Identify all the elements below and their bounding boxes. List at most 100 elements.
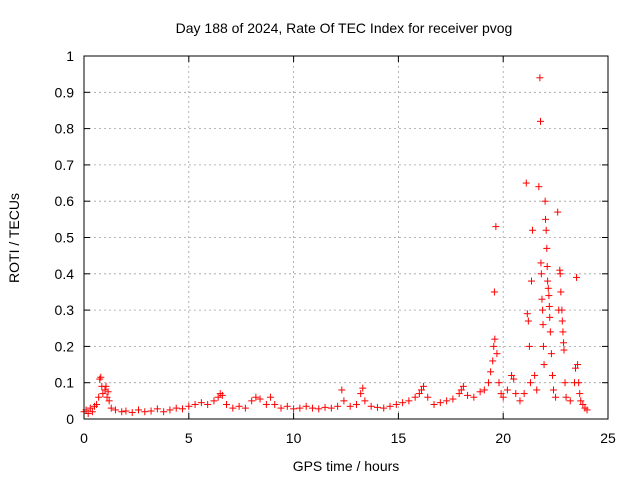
y-tick-label: 0.7 <box>55 157 75 173</box>
x-tick-label: 10 <box>286 430 302 446</box>
data-point <box>539 321 547 329</box>
data-point <box>576 390 584 398</box>
data-point <box>526 379 534 387</box>
data-point <box>492 223 500 231</box>
data-point <box>487 368 495 376</box>
data-point <box>561 379 569 387</box>
data-point <box>558 306 566 314</box>
data-point <box>352 400 360 408</box>
data-point <box>449 395 457 403</box>
data-point <box>380 404 388 412</box>
data-point <box>542 215 550 223</box>
data-point <box>536 74 544 82</box>
data-point <box>223 400 231 408</box>
data-point <box>543 263 551 271</box>
data-point <box>267 393 275 401</box>
data-point <box>529 226 537 234</box>
data-point <box>491 335 499 343</box>
y-tick-label: 0.1 <box>55 375 75 391</box>
data-point <box>101 386 109 394</box>
data-point <box>104 388 112 396</box>
data-point <box>539 342 547 350</box>
data-point <box>510 375 518 383</box>
data-point <box>550 386 558 394</box>
x-tick-label: 20 <box>495 430 511 446</box>
data-point <box>527 277 535 285</box>
data-point <box>95 393 103 401</box>
data-point <box>546 328 554 336</box>
data-point <box>545 302 553 310</box>
data-point <box>535 183 543 191</box>
data-point <box>480 386 488 394</box>
y-axis-label: ROTI / TECUs <box>6 193 22 283</box>
data-point <box>197 399 205 407</box>
data-point <box>573 273 581 281</box>
data-point <box>459 382 467 390</box>
data-point <box>541 197 549 205</box>
data-point <box>308 404 316 412</box>
data-point <box>583 406 591 414</box>
data-point <box>361 397 369 405</box>
data-point <box>214 393 222 401</box>
data-point <box>405 397 413 405</box>
data-point <box>153 405 161 413</box>
data-point <box>411 393 419 401</box>
data-point <box>544 284 552 292</box>
data-point <box>533 386 541 394</box>
data-point <box>118 408 126 416</box>
data-point <box>424 393 432 401</box>
data-point <box>579 400 587 408</box>
data-point <box>321 403 329 411</box>
data-point <box>537 270 545 278</box>
data-point <box>542 226 550 234</box>
data-point <box>367 402 375 410</box>
data-point <box>543 244 551 252</box>
y-tick-label: 0.6 <box>55 193 75 209</box>
data-point <box>490 288 498 296</box>
data-point <box>557 288 565 296</box>
y-tick-label: 0.3 <box>55 302 75 318</box>
data-point <box>373 403 381 411</box>
x-tick-label: 5 <box>185 430 193 446</box>
data-points <box>80 74 591 418</box>
data-point <box>523 310 531 318</box>
data-point <box>172 404 180 412</box>
data-point <box>546 313 554 321</box>
data-point <box>248 397 256 405</box>
data-point <box>160 408 168 416</box>
data-point <box>485 379 493 387</box>
data-point <box>218 391 226 399</box>
data-point <box>538 295 546 303</box>
data-point <box>334 402 342 410</box>
data-point <box>537 259 545 267</box>
data-point <box>455 390 463 398</box>
data-point <box>497 390 505 398</box>
chart-title: Day 188 of 2024, Rate Of TEC Index for r… <box>176 20 513 36</box>
data-point <box>166 406 174 414</box>
data-point <box>210 397 218 405</box>
data-point <box>457 386 465 394</box>
x-tick-label: 15 <box>391 430 407 446</box>
x-tick-label: 0 <box>80 430 88 446</box>
data-point <box>256 395 264 403</box>
data-point <box>241 404 249 412</box>
data-point <box>277 404 285 412</box>
data-point <box>499 393 507 401</box>
data-point <box>105 397 113 405</box>
data-point <box>520 390 528 398</box>
data-point <box>512 390 520 398</box>
data-point <box>566 397 574 405</box>
data-point <box>283 402 291 410</box>
data-point <box>559 328 567 336</box>
data-point <box>443 397 451 405</box>
data-point <box>436 399 444 407</box>
y-tick-label: 0.2 <box>55 338 75 354</box>
data-point <box>392 400 400 408</box>
data-point <box>560 339 568 347</box>
data-point <box>191 400 199 408</box>
data-point <box>495 379 503 387</box>
data-point <box>141 408 149 416</box>
data-point <box>525 342 533 350</box>
data-point <box>490 342 498 350</box>
data-point <box>552 393 560 401</box>
